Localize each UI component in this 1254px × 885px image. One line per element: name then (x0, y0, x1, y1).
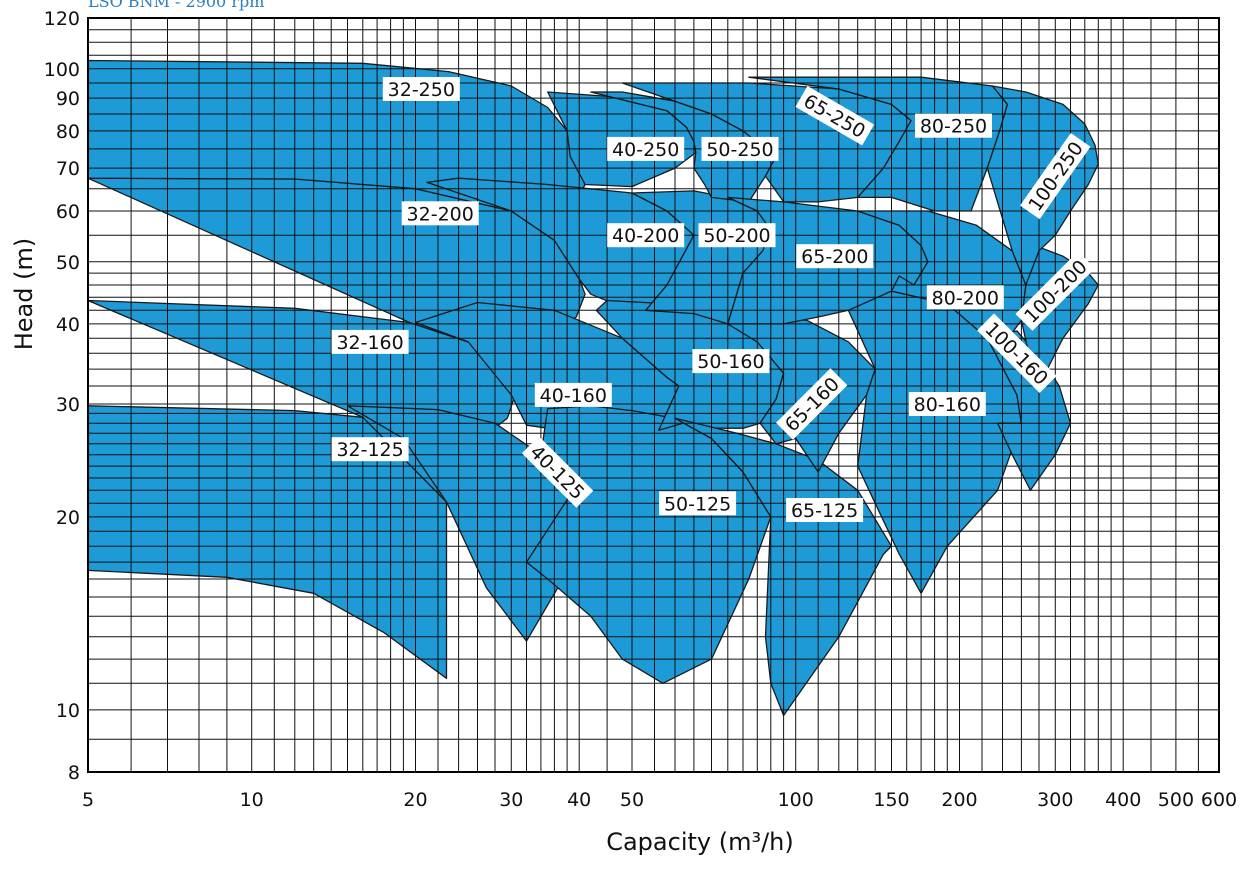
x-tick-labels: 5 10 20 30 40 50 100 150 200 300 400 500 600 (82, 789, 1237, 811)
label-32-250: 32-250 (382, 77, 460, 101)
y-tick-label: 30 (56, 394, 80, 416)
region-label-text: 80-160 (914, 394, 981, 416)
label-50-200: 50-200 (698, 223, 776, 248)
label-box (786, 498, 864, 522)
label-32-200: 32-200 (401, 201, 479, 226)
region-label-text: 40-250 (612, 139, 679, 161)
x-tick-label: 5 (82, 789, 94, 811)
plot-frame (87, 17, 1220, 773)
label-50-250: 50-250 (701, 136, 779, 161)
region-label-text: 40-160 (540, 385, 607, 407)
region-label-text: 32-250 (388, 79, 455, 101)
region-label-text: 80-200 (932, 287, 999, 309)
label-40-160: 40-160 (534, 382, 612, 407)
label-box (1020, 133, 1091, 220)
label-box (775, 368, 848, 440)
y-axis-label: Head (m) (10, 238, 38, 351)
chart-title: LSO BNM - 2900 rpm (88, 0, 264, 11)
label-box (796, 244, 874, 269)
x-tick-label: 30 (499, 789, 523, 811)
region-label-text: 50-200 (703, 225, 770, 247)
region-label-text: 50-250 (706, 139, 773, 161)
y-tick-label: 80 (56, 121, 80, 143)
y-tick-label: 50 (56, 252, 80, 274)
region-32-125 (87, 405, 448, 679)
label-40-200: 40-200 (607, 223, 685, 248)
label-box (692, 349, 770, 374)
x-tick-label: 600 (1201, 789, 1237, 811)
region-label-text: 65-125 (791, 500, 858, 522)
label-80-160: 80-160 (908, 392, 986, 416)
y-tick-label: 90 (56, 88, 80, 110)
label-box (521, 436, 594, 508)
x-tick-label: 40 (567, 789, 591, 811)
y-tick-label: 60 (56, 201, 80, 223)
region-label-text: 50-160 (697, 351, 764, 373)
x-tick-label: 400 (1105, 789, 1141, 811)
label-box (331, 329, 409, 354)
label-box (915, 113, 992, 138)
label-box (534, 382, 612, 407)
y-tick-label: 20 (56, 507, 80, 529)
y-tick-label: 70 (56, 158, 80, 180)
x-tick-label: 100 (778, 789, 814, 811)
label-65-200: 65-200 (796, 244, 874, 269)
label-box (926, 285, 1004, 310)
label-32-125: 32-125 (331, 437, 409, 462)
region-80-200 (857, 210, 1027, 347)
x-tick-label: 50 (620, 789, 644, 811)
y-tick-label: 8 (68, 762, 80, 784)
label-50-160: 50-160 (692, 349, 770, 374)
y-tick-labels: 8 10 20 30 40 50 60 70 80 90 100 120 (44, 8, 80, 784)
label-box (795, 86, 875, 146)
label-box (977, 313, 1057, 393)
region-label-text: 32-200 (407, 203, 474, 225)
label-box (698, 223, 776, 248)
label-box (607, 223, 685, 248)
x-tick-label: 300 (1037, 789, 1073, 811)
region-label-text: 32-125 (336, 439, 403, 461)
label-box (607, 136, 685, 161)
label-80-250: 80-250 (915, 113, 992, 138)
y-tick-label: 120 (44, 8, 80, 30)
region-label-text: 50-125 (664, 493, 731, 515)
x-tick-label: 200 (941, 789, 977, 811)
region-label-text: 80-250 (920, 116, 987, 138)
region-label-text: 40-200 (612, 225, 679, 247)
label-box (331, 437, 409, 462)
label-32-160: 32-160 (331, 329, 409, 354)
y-tick-label: 100 (44, 59, 80, 81)
region-label-text: 65-200 (801, 246, 868, 268)
x-tick-label: 20 (403, 789, 427, 811)
x-axis-label: Capacity (m³/h) (606, 828, 794, 856)
region-label-text: 32-160 (336, 332, 403, 354)
label-40-250: 40-250 (607, 136, 685, 161)
x-tick-label: 10 (240, 789, 264, 811)
label-box (659, 491, 737, 516)
x-tick-label: 150 (873, 789, 909, 811)
x-tick-label: 500 (1158, 789, 1194, 811)
label-80-200: 80-200 (926, 285, 1004, 310)
label-box (401, 201, 479, 226)
label-box (701, 136, 779, 161)
label-65-125: 65-125 (786, 498, 864, 522)
y-tick-label: 10 (56, 700, 80, 722)
label-box (1015, 251, 1096, 331)
label-box (382, 77, 460, 101)
y-tick-label: 40 (56, 314, 80, 336)
label-box (908, 392, 986, 416)
label-50-125: 50-125 (659, 491, 737, 516)
